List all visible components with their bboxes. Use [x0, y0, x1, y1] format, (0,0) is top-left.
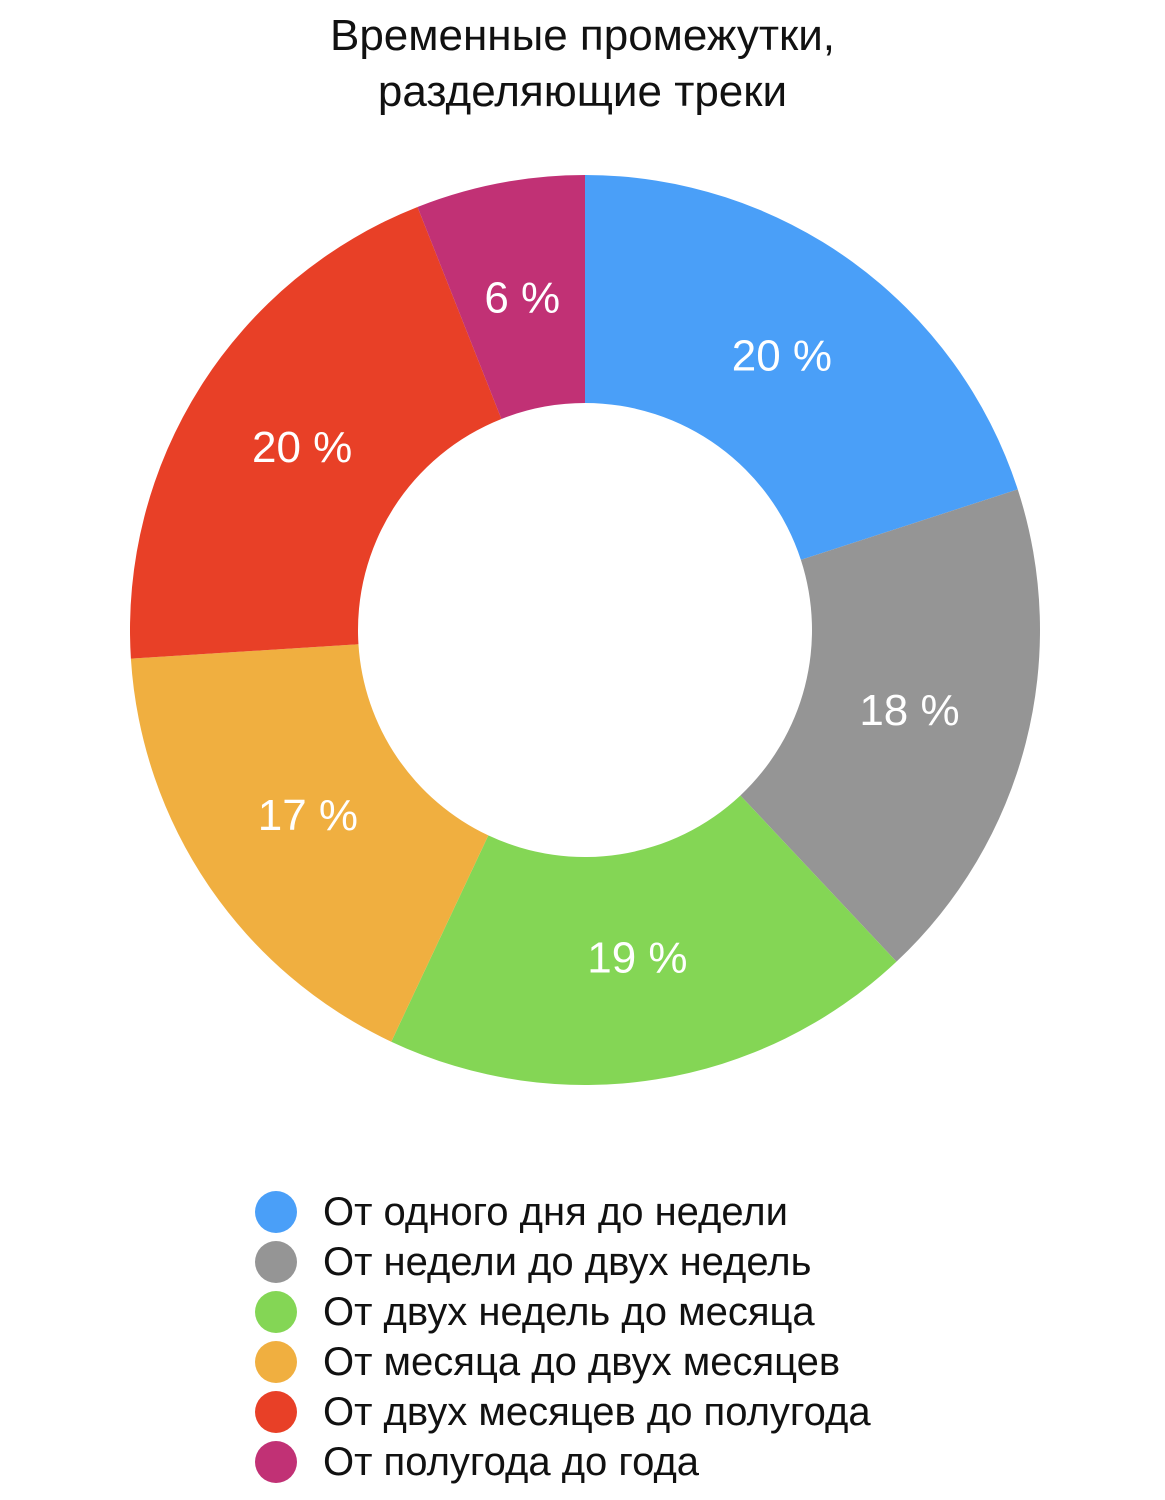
- legend-item-3: От двух недель до месяца: [255, 1287, 871, 1337]
- legend-label-3: От двух недель до месяца: [323, 1290, 815, 1334]
- legend-item-2: От недели до двух недель: [255, 1237, 871, 1287]
- donut-chart: 20 % 18 % 19 % 17 % 20 % 6 %: [130, 175, 1040, 1085]
- legend-swatch-2: [255, 1241, 297, 1283]
- legend-swatch-6: [255, 1441, 297, 1483]
- legend-label-5: От двух месяцев до полугода: [323, 1390, 871, 1434]
- legend-item-1: От одного дня до недели: [255, 1187, 871, 1237]
- legend-swatch-5: [255, 1391, 297, 1433]
- slice-value-label-4: 17 %: [258, 791, 358, 840]
- slice-value-label-1: 20 %: [732, 332, 832, 381]
- legend-swatch-4: [255, 1341, 297, 1383]
- legend: От одного дня до недели От недели до двух…: [255, 1187, 871, 1487]
- legend-label-1: От одного дня до недели: [323, 1190, 788, 1234]
- donut-slice-3: [391, 795, 897, 1085]
- chart-title: Временные промежутки, разделяющие треки: [0, 8, 1165, 120]
- donut-slice-2: [740, 489, 1040, 962]
- legend-swatch-1: [255, 1191, 297, 1233]
- legend-swatch-3: [255, 1291, 297, 1333]
- chart-title-line-1: Временные промежутки,: [329, 11, 836, 60]
- slice-value-label-3: 19 %: [587, 934, 687, 983]
- slice-value-label-6: 6 %: [484, 274, 560, 323]
- donut-slice-1: [585, 175, 1018, 560]
- legend-label-2: От недели до двух недель: [323, 1240, 812, 1284]
- legend-label-4: От месяца до двух месяцев: [323, 1340, 841, 1384]
- donut-slice-4: [130, 644, 489, 1042]
- slice-value-label-2: 18 %: [859, 686, 959, 735]
- legend-label-6: От полугода до года: [323, 1440, 700, 1484]
- legend-item-4: От месяца до двух месяцев: [255, 1337, 871, 1387]
- legend-item-5: От двух месяцев до полугода: [255, 1387, 871, 1437]
- donut-slice-6: [417, 175, 585, 419]
- legend-item-6: От полугода до года: [255, 1437, 871, 1487]
- chart-title-line-2: разделяющие треки: [377, 67, 788, 116]
- donut-slice-5: [130, 206, 502, 659]
- slice-value-label-5: 20 %: [252, 423, 352, 472]
